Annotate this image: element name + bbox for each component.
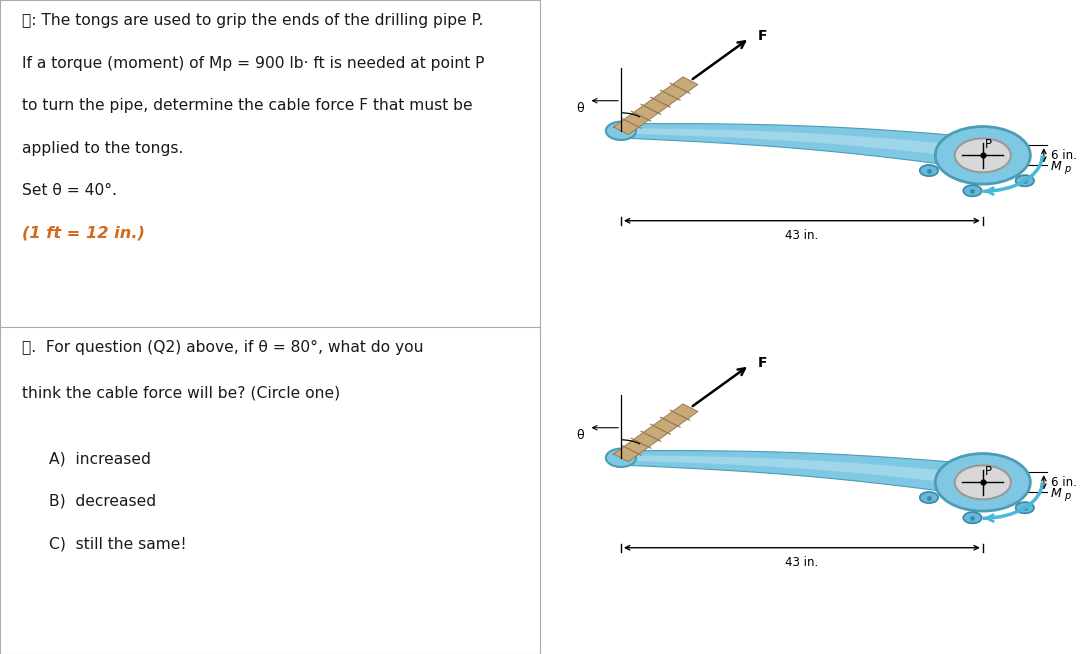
Text: A)  increased: A) increased bbox=[49, 451, 150, 466]
Polygon shape bbox=[621, 128, 985, 160]
Polygon shape bbox=[613, 77, 698, 135]
Circle shape bbox=[606, 449, 636, 467]
Text: p: p bbox=[1064, 164, 1070, 174]
Text: F: F bbox=[757, 356, 767, 370]
Text: 6 in.: 6 in. bbox=[1051, 149, 1077, 162]
Circle shape bbox=[955, 139, 1011, 172]
Circle shape bbox=[955, 466, 1011, 500]
Circle shape bbox=[935, 127, 1030, 184]
Text: If a torque (moment) of Mp = 900 lb· ft is needed at point P: If a torque (moment) of Mp = 900 lb· ft … bbox=[22, 56, 484, 71]
Text: 6 in.: 6 in. bbox=[1051, 476, 1077, 489]
Text: M: M bbox=[1050, 160, 1061, 173]
Text: θ: θ bbox=[577, 102, 584, 114]
Text: 43 in.: 43 in. bbox=[785, 556, 819, 569]
Circle shape bbox=[920, 165, 939, 176]
Circle shape bbox=[920, 492, 939, 503]
Polygon shape bbox=[621, 451, 987, 496]
Text: 43 in.: 43 in. bbox=[785, 229, 819, 242]
Text: (1 ft = 12 in.): (1 ft = 12 in.) bbox=[22, 226, 145, 241]
Circle shape bbox=[963, 512, 982, 523]
Circle shape bbox=[606, 122, 636, 140]
Circle shape bbox=[1015, 502, 1034, 513]
Text: applied to the tongs.: applied to the tongs. bbox=[22, 141, 183, 156]
Circle shape bbox=[1015, 175, 1034, 186]
Text: ⮤.  For question (Q2) above, if θ = 80°, what do you: ⮤. For question (Q2) above, if θ = 80°, … bbox=[22, 340, 423, 355]
Text: θ: θ bbox=[577, 429, 584, 441]
Text: to turn the pipe, determine the cable force F that must be: to turn the pipe, determine the cable fo… bbox=[22, 98, 472, 113]
Text: M: M bbox=[1050, 487, 1061, 500]
Text: think the cable force will be? (Circle one): think the cable force will be? (Circle o… bbox=[22, 386, 340, 401]
Text: Set θ = 40°.: Set θ = 40°. bbox=[22, 183, 117, 198]
Text: F: F bbox=[757, 29, 767, 43]
Polygon shape bbox=[621, 455, 985, 487]
Circle shape bbox=[935, 454, 1030, 511]
Polygon shape bbox=[621, 124, 987, 169]
Text: ⮤: The tongs are used to grip the ends of the drilling pipe P.: ⮤: The tongs are used to grip the ends o… bbox=[22, 13, 483, 28]
Text: C)  still the same!: C) still the same! bbox=[49, 536, 186, 551]
Polygon shape bbox=[613, 404, 698, 462]
Circle shape bbox=[963, 185, 982, 196]
Text: P: P bbox=[985, 139, 991, 151]
Text: p: p bbox=[1064, 490, 1070, 501]
Text: P: P bbox=[985, 466, 991, 479]
Text: B)  decreased: B) decreased bbox=[49, 494, 156, 509]
